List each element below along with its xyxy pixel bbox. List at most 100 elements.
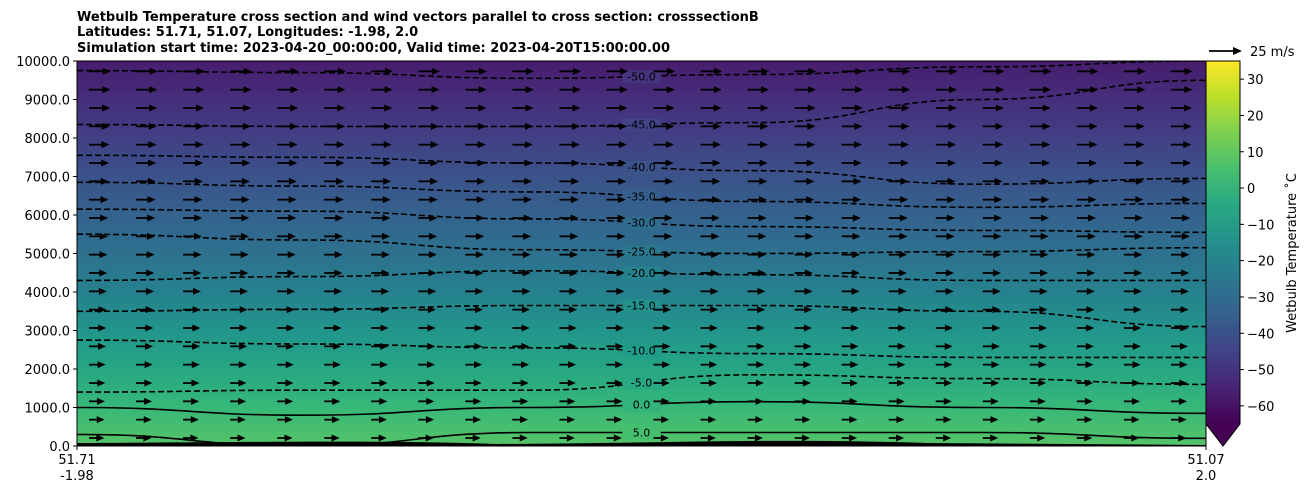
wind-arrow [465, 177, 486, 185]
wind-arrow [794, 287, 813, 295]
wind-arrow [465, 342, 483, 350]
wind-arrow [89, 397, 106, 405]
wind-arrow [324, 232, 344, 240]
wind-arrow [183, 379, 200, 387]
wind-arrow [747, 159, 768, 167]
quiver-key-label: 25 m/s [1250, 45, 1295, 60]
wind-arrow [935, 86, 958, 94]
wind-arrow [888, 214, 908, 222]
wind-arrow [1076, 434, 1093, 442]
wind-arrow [512, 324, 530, 332]
wind-arrow [888, 141, 910, 149]
wind-arrow [512, 177, 533, 185]
wind-arrow [1029, 269, 1049, 277]
wind-arrow [183, 159, 204, 167]
wind-arrow [888, 434, 905, 442]
wind-arrow [794, 196, 815, 204]
wind-arrow [324, 104, 346, 112]
wind-arrow [512, 159, 533, 167]
wind-arrow [982, 159, 1003, 167]
wind-arrow [841, 86, 864, 94]
wind-arrow [183, 434, 199, 442]
wind-arrow [794, 159, 815, 167]
wind-arrow [606, 67, 629, 75]
wind-arrow [465, 287, 484, 295]
wind-arrow [606, 122, 628, 130]
wind-arrow [230, 287, 249, 295]
wind-arrow [841, 104, 863, 112]
wind-arrow [559, 434, 575, 442]
wind-arrow [465, 122, 487, 130]
wind-arrow [136, 361, 153, 369]
wind-arrow [136, 214, 156, 222]
wind-arrow [559, 251, 578, 259]
wind-arrow [136, 232, 155, 240]
wind-arrow [794, 141, 816, 149]
wind-arrow [653, 67, 676, 75]
wind-arrow [418, 141, 439, 149]
x-tick-label: -1.98 [60, 469, 94, 484]
wind-arrow [606, 141, 627, 149]
wind-arrow [89, 177, 109, 185]
wind-arrow [794, 269, 813, 277]
wind-arrow [1170, 104, 1193, 112]
wind-arrow [653, 379, 670, 387]
wind-arrow [606, 177, 627, 185]
wind-arrow [183, 104, 205, 112]
wind-arrow [136, 196, 156, 204]
colorbar-tick-label: −40 [1247, 327, 1274, 342]
wind-arrow [1123, 214, 1144, 222]
wind-arrow [982, 141, 1004, 149]
wind-arrow [653, 104, 675, 112]
wind-arrow [653, 141, 674, 149]
chart-title: Wetbulb Temperature cross section and wi… [77, 10, 759, 56]
wind-arrow [324, 251, 343, 259]
quiver-key-arrowhead [1233, 47, 1242, 55]
wind-arrow [1170, 379, 1188, 387]
wind-arrow [512, 306, 530, 314]
wind-arrow [1029, 122, 1051, 130]
wind-arrow [277, 306, 295, 314]
wind-arrow [230, 86, 252, 94]
wind-arrow [277, 159, 298, 167]
colorbar-tick-label: −20 [1247, 255, 1274, 270]
wind-arrow [841, 287, 860, 295]
wind-arrow [700, 141, 721, 149]
wind-arrow [324, 122, 345, 130]
wind-arrow [183, 342, 201, 350]
wind-arrow [465, 232, 485, 240]
wind-arrow [794, 324, 812, 332]
wind-arrow [747, 361, 765, 369]
wind-arrow [700, 361, 718, 369]
wind-arrow [1123, 434, 1140, 442]
wind-arrow [1076, 306, 1095, 314]
contour-line [77, 373, 1206, 393]
wind-arrow [888, 416, 905, 424]
wind-arrow [418, 122, 440, 130]
wind-arrow [559, 177, 580, 185]
wind-arrow [1123, 287, 1142, 295]
wind-arrow [230, 306, 248, 314]
wind-arrow [700, 159, 721, 167]
contour-line [77, 61, 1206, 80]
y-tick-label: 5000.0 [25, 248, 71, 263]
wind-arrow [888, 232, 908, 240]
wind-arrow [1123, 397, 1140, 405]
wind-arrow [136, 86, 158, 94]
contour-line [77, 233, 1206, 255]
wind-arrow [888, 159, 909, 167]
wind-arrow [277, 342, 295, 350]
wind-arrow [230, 361, 247, 369]
wind-arrow [888, 177, 909, 185]
wind-arrow [136, 306, 154, 314]
wind-arrow [794, 306, 813, 314]
wind-arrow [1076, 379, 1094, 387]
wind-arrow [1123, 141, 1145, 149]
y-tick-label: 9000.0 [25, 94, 71, 109]
wind-arrow [136, 159, 157, 167]
wind-arrow [700, 342, 718, 350]
wind-arrow [1029, 67, 1052, 75]
wind-arrow [371, 159, 392, 167]
wind-arrow [935, 416, 952, 424]
wind-arrow [888, 104, 910, 112]
